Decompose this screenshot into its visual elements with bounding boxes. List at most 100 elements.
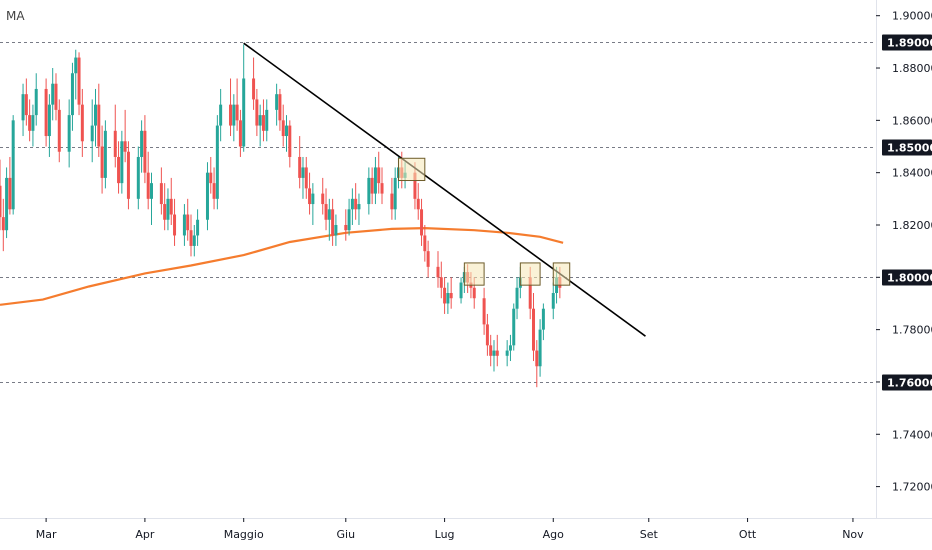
candle-body — [8, 177, 12, 210]
candle-body — [492, 350, 496, 356]
candle-body — [512, 308, 516, 346]
candle — [34, 73, 38, 126]
candle-body — [551, 293, 555, 309]
candle-body — [242, 78, 246, 147]
candle-body — [482, 298, 486, 325]
candle-body — [285, 125, 289, 137]
candle — [298, 136, 302, 189]
moving-average-line — [0, 226, 564, 306]
candle — [311, 183, 315, 225]
candle — [321, 177, 325, 215]
candle — [57, 99, 61, 163]
candle — [541, 303, 545, 341]
x-tick-label: Set — [640, 528, 659, 541]
candle — [373, 156, 377, 205]
candle-body — [123, 141, 127, 152]
candle-body — [149, 183, 153, 199]
candle — [212, 167, 216, 210]
candle-body — [327, 209, 331, 220]
candle-body — [97, 104, 101, 147]
candle — [215, 115, 219, 210]
price-tag-label: 1.85000 — [887, 142, 932, 155]
candle-body — [192, 235, 196, 246]
time-axis[interactable]: Mar Apr Maggio Giu Lug Ago Set Ott Nov — [0, 518, 932, 541]
candle-body — [90, 125, 94, 142]
candle — [439, 261, 443, 299]
candle-body — [413, 172, 417, 199]
candle-body — [373, 167, 377, 194]
candle — [51, 68, 55, 121]
x-tick-label: Lug — [435, 528, 455, 541]
candle-body — [196, 219, 200, 236]
candle — [146, 151, 150, 210]
candle — [44, 78, 48, 147]
x-tick-label: Nov — [842, 528, 864, 541]
candle — [285, 115, 289, 152]
candle — [357, 193, 361, 225]
y-tick-label: 1.84000 — [892, 167, 932, 180]
candle-body — [370, 177, 374, 194]
candle — [186, 198, 190, 241]
candle — [482, 287, 486, 335]
candle — [242, 44, 246, 152]
candle-body — [324, 204, 328, 220]
candle-body — [67, 115, 71, 152]
x-tick-label: Apr — [135, 528, 155, 541]
candle — [28, 99, 32, 142]
candle-body — [173, 214, 177, 236]
candle-body — [275, 94, 279, 110]
candle — [301, 156, 305, 199]
candle — [189, 214, 193, 257]
candle-body — [344, 224, 348, 231]
candle — [515, 277, 519, 320]
candle — [350, 188, 354, 225]
candle-body — [489, 345, 493, 356]
annotation-boxes — [397, 157, 571, 286]
x-tick-label: Giu — [337, 528, 356, 541]
candle-body — [74, 57, 78, 74]
candle — [252, 57, 256, 110]
candle — [232, 94, 236, 142]
price-axis[interactable]: 1.90000 1.88000 1.86000 1.84000 1.82000 1.800… — [876, 0, 932, 518]
horizontal-levels — [0, 42, 876, 383]
candle-body — [100, 146, 104, 178]
candle-body — [354, 198, 358, 210]
candle-body — [163, 204, 167, 220]
candle-body — [321, 193, 325, 205]
candle-body — [140, 130, 144, 157]
candle — [265, 99, 269, 142]
candle-body — [34, 88, 38, 116]
candle — [143, 115, 147, 184]
candle — [255, 88, 259, 137]
x-tick-label: Ago — [543, 528, 565, 541]
indicator-legend[interactable]: MA — [6, 9, 25, 23]
candle-body — [367, 177, 371, 205]
candle-body — [538, 329, 542, 367]
candle-body — [331, 209, 335, 236]
x-tick-label: Maggio — [224, 528, 264, 541]
candle-body — [113, 130, 117, 157]
candle — [209, 156, 213, 194]
candle-body — [508, 345, 512, 351]
candle — [334, 214, 338, 246]
candle — [489, 334, 493, 367]
candle — [149, 172, 153, 225]
candle — [485, 313, 489, 356]
price-tag — [882, 269, 932, 286]
candle-body — [278, 94, 282, 121]
candles-layer — [0, 44, 562, 388]
candle — [117, 141, 121, 194]
candle-body — [528, 277, 532, 309]
candle — [393, 167, 397, 220]
candle — [205, 162, 209, 231]
candle — [390, 177, 394, 220]
candle-body — [416, 198, 420, 210]
moving-average-layer — [0, 226, 564, 306]
candle — [288, 120, 292, 168]
candle — [113, 104, 117, 168]
candle — [94, 88, 98, 147]
candle-body — [94, 104, 98, 126]
candle-body — [146, 172, 150, 199]
candle-body — [255, 99, 259, 126]
